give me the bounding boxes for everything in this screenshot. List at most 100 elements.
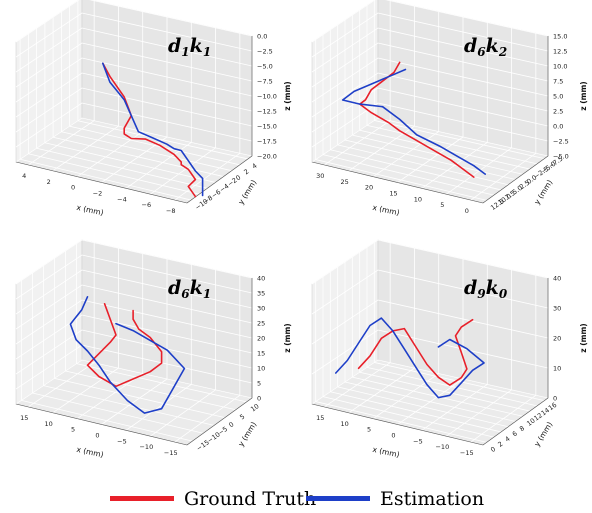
grid-z: [311, 239, 549, 285]
z-axis-label: z (mm): [579, 81, 588, 110]
z-tick-label: 15: [257, 350, 265, 358]
subplot-title: d1k1: [168, 35, 211, 59]
x-tick-label: 5: [367, 426, 371, 434]
x-tick-label: 0: [465, 207, 469, 215]
grid-z: [311, 87, 549, 133]
grid-x: [27, 362, 95, 408]
subplot-title: d6k1: [168, 277, 211, 301]
x-tick-label: 0: [95, 432, 99, 440]
x-tick-label: −6: [142, 201, 152, 209]
grid-x: [125, 384, 192, 431]
subplot-title: d6k2: [464, 35, 507, 59]
grid-z: [15, 329, 253, 375]
grid-z: [15, 102, 253, 148]
legend-label-ground-truth: Ground Truth: [184, 487, 317, 510]
title-letter: k: [486, 277, 499, 299]
grid-z: [311, 299, 549, 345]
z-tick-label: 40: [257, 275, 265, 283]
z-tick-label: 10.0: [553, 63, 567, 71]
legend: Ground Truth Estimation: [0, 484, 592, 513]
grid-z: [15, 42, 253, 88]
y-tick-label: 0: [489, 445, 497, 454]
x-tick-label: 10: [45, 420, 53, 428]
grid-y: [337, 144, 509, 186]
legend-swatch-blue: [306, 496, 370, 501]
grid-y: [36, 147, 208, 189]
y-tick-label: 5: [238, 412, 246, 421]
grid-z: [311, 269, 549, 315]
grid-y: [374, 120, 545, 160]
z-axis-label: z (mm): [283, 323, 292, 352]
z-tick-label: −15.0: [257, 123, 277, 131]
grid-x: [52, 367, 119, 414]
grid-y: [315, 401, 487, 443]
grid-z: [311, 12, 549, 58]
axis-edges: [15, 278, 253, 446]
z-tick-label: 0: [257, 395, 261, 403]
title-letter: d: [464, 277, 477, 299]
y-tick-label: 2: [496, 440, 504, 449]
grid-y: [43, 385, 215, 426]
z-tick-label: 5: [257, 380, 261, 388]
z-tick-label: 12.5: [553, 48, 567, 56]
grid-z: [311, 42, 549, 88]
grid-z: [15, 57, 253, 103]
grid-x: [174, 394, 241, 443]
grid-z: [311, 359, 549, 405]
x-tick-label: 15: [316, 414, 324, 422]
trajectory-ground-truth: [357, 318, 474, 386]
grid-z: [15, 254, 253, 300]
subplot-title: d9k0: [464, 277, 508, 301]
z-tick-label: −20.0: [257, 153, 277, 161]
x-tick-label: 5: [440, 201, 444, 209]
x-tick-label: 5: [71, 426, 75, 434]
grid-x: [27, 120, 95, 166]
y-tick-label: 12: [533, 411, 544, 422]
x-tick-label: −15: [164, 449, 178, 457]
title-subscript: 2: [498, 45, 507, 59]
grid-x: [52, 125, 119, 172]
grid-z: [311, 329, 549, 375]
grid-y: [374, 362, 545, 402]
z-tick-label: 7.5: [553, 78, 563, 86]
grid-z: [15, 299, 253, 345]
z-tick-label: −5.0: [553, 153, 569, 161]
grid-x: [101, 136, 168, 183]
z-tick-label: −12.5: [257, 108, 277, 116]
x-axis-label: x (mm): [76, 445, 105, 459]
title-letter: k: [486, 35, 499, 57]
x-tick-label: 0: [71, 184, 75, 192]
title-subscript: 6: [181, 287, 190, 301]
z-tick-label: −5.0: [257, 63, 273, 71]
grid-y: [28, 153, 200, 195]
grid-z: [15, 117, 253, 163]
grid-x: [76, 373, 143, 419]
grid-y: [322, 154, 494, 196]
axis-edges: [311, 36, 549, 204]
grid-y: [32, 392, 204, 434]
grid-lines: [15, 0, 253, 201]
x-tick-label: 15: [20, 414, 28, 422]
grid-z: [15, 27, 253, 73]
trajectory-estimation: [69, 295, 186, 414]
x-axis-line: [15, 161, 188, 204]
z-tick-label: 30: [257, 305, 265, 313]
title-subscript: 9: [477, 287, 486, 301]
y-tick-label: 10: [525, 417, 536, 428]
y-tick-label: 0: [234, 173, 242, 182]
x-tick-label: −2: [93, 190, 103, 198]
x-tick-label: −10: [435, 443, 449, 451]
grid-y: [337, 386, 509, 428]
grid-y: [315, 159, 487, 201]
grid-z: [15, 0, 253, 43]
y-tick-label: 2: [242, 168, 250, 177]
grid-z: [15, 314, 253, 360]
y-tick-label: 16: [547, 401, 558, 412]
grid-y: [20, 158, 192, 201]
x-tick-label: −8: [166, 207, 176, 215]
grid-y: [366, 124, 538, 165]
title-subscript: 0: [499, 287, 508, 301]
grid-z: [311, 0, 549, 43]
y-tick-label: 0: [227, 420, 235, 429]
